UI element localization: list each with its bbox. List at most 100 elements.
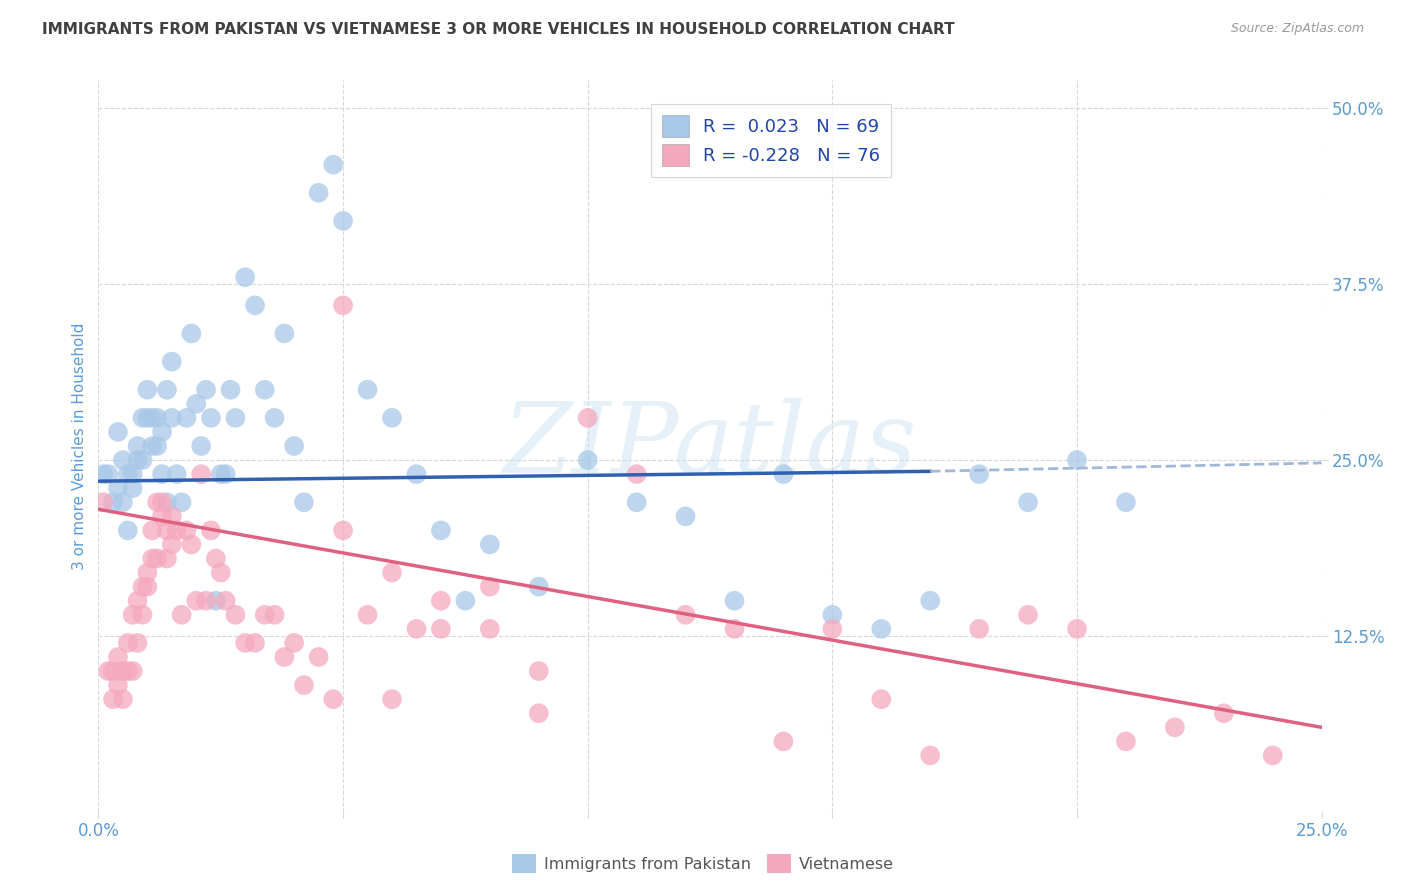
Point — [156, 383, 179, 397]
Point — [205, 551, 228, 566]
Point — [107, 678, 129, 692]
Point — [141, 551, 163, 566]
Point — [180, 326, 202, 341]
Point — [273, 326, 295, 341]
Point — [127, 439, 149, 453]
Point — [156, 495, 179, 509]
Point — [527, 706, 550, 721]
Point — [332, 524, 354, 538]
Point — [176, 410, 198, 425]
Point — [1017, 495, 1039, 509]
Point — [146, 551, 169, 566]
Point — [176, 524, 198, 538]
Point — [136, 566, 159, 580]
Point — [283, 439, 305, 453]
Point — [150, 467, 173, 482]
Point — [478, 537, 501, 551]
Point — [146, 495, 169, 509]
Point — [111, 495, 134, 509]
Legend: R =  0.023   N = 69, R = -0.228   N = 76: R = 0.023 N = 69, R = -0.228 N = 76 — [651, 104, 891, 177]
Point — [195, 593, 218, 607]
Point — [626, 495, 648, 509]
Point — [224, 607, 246, 622]
Point — [156, 551, 179, 566]
Point — [576, 410, 599, 425]
Point — [576, 453, 599, 467]
Point — [111, 664, 134, 678]
Point — [131, 453, 153, 467]
Point — [870, 692, 893, 706]
Point — [160, 354, 183, 368]
Point — [1164, 720, 1187, 734]
Point — [381, 410, 404, 425]
Point — [967, 467, 990, 482]
Point — [430, 524, 453, 538]
Point — [101, 495, 124, 509]
Point — [626, 467, 648, 482]
Point — [920, 748, 942, 763]
Point — [121, 607, 143, 622]
Point — [224, 410, 246, 425]
Point — [454, 593, 477, 607]
Point — [121, 467, 143, 482]
Point — [332, 298, 354, 312]
Point — [131, 580, 153, 594]
Point — [97, 467, 120, 482]
Point — [141, 524, 163, 538]
Text: IMMIGRANTS FROM PAKISTAN VS VIETNAMESE 3 OR MORE VEHICLES IN HOUSEHOLD CORRELATI: IMMIGRANTS FROM PAKISTAN VS VIETNAMESE 3… — [42, 22, 955, 37]
Text: Source: ZipAtlas.com: Source: ZipAtlas.com — [1230, 22, 1364, 36]
Point — [430, 622, 453, 636]
Point — [233, 270, 256, 285]
Point — [200, 524, 222, 538]
Point — [190, 467, 212, 482]
Point — [405, 622, 427, 636]
Point — [381, 566, 404, 580]
Point — [356, 383, 378, 397]
Point — [117, 664, 139, 678]
Point — [180, 537, 202, 551]
Point — [107, 650, 129, 665]
Point — [675, 509, 697, 524]
Point — [723, 622, 745, 636]
Point — [1115, 495, 1137, 509]
Point — [308, 186, 330, 200]
Point — [150, 495, 173, 509]
Point — [723, 593, 745, 607]
Point — [121, 664, 143, 678]
Point — [127, 593, 149, 607]
Point — [219, 383, 242, 397]
Point — [117, 467, 139, 482]
Point — [209, 467, 232, 482]
Point — [160, 537, 183, 551]
Point — [283, 636, 305, 650]
Point — [322, 158, 344, 172]
Point — [1066, 622, 1088, 636]
Point — [1115, 734, 1137, 748]
Point — [131, 607, 153, 622]
Point — [527, 580, 550, 594]
Point — [160, 410, 183, 425]
Point — [243, 636, 266, 650]
Point — [675, 607, 697, 622]
Point — [772, 467, 794, 482]
Text: ZIPatlas: ZIPatlas — [503, 399, 917, 493]
Point — [166, 467, 188, 482]
Point — [146, 410, 169, 425]
Point — [141, 410, 163, 425]
Point — [121, 481, 143, 495]
Point — [107, 481, 129, 495]
Point — [117, 636, 139, 650]
Point — [160, 509, 183, 524]
Point — [186, 397, 208, 411]
Point — [233, 636, 256, 650]
Point — [1017, 607, 1039, 622]
Point — [150, 509, 173, 524]
Point — [356, 607, 378, 622]
Point — [190, 439, 212, 453]
Point — [205, 593, 228, 607]
Point — [772, 734, 794, 748]
Point — [253, 383, 276, 397]
Point — [111, 453, 134, 467]
Point — [111, 692, 134, 706]
Point — [101, 692, 124, 706]
